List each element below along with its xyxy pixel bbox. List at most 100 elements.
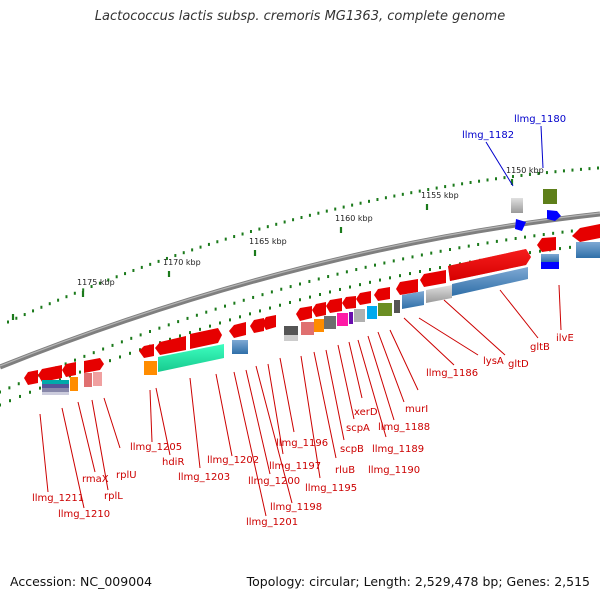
scale-dot [505, 238, 508, 242]
gene-block[interactable] [349, 312, 353, 324]
scale-dot [65, 295, 68, 299]
scale-dot [539, 249, 541, 253]
scale-dot [569, 245, 571, 249]
gene-arrow[interactable] [38, 365, 62, 382]
pointer-rluB [313, 351, 337, 459]
gene-arrow[interactable] [312, 302, 326, 317]
gene-block[interactable] [324, 316, 336, 329]
gene-block[interactable] [354, 309, 365, 322]
gene-arrow[interactable] [155, 336, 186, 355]
gene-label-lysA: lysA [483, 356, 504, 367]
gene-arrow[interactable] [250, 318, 264, 333]
pointer-scpA [337, 344, 355, 420]
scale-dot [7, 320, 9, 324]
gene-block[interactable] [541, 262, 559, 269]
gene-block[interactable] [42, 392, 69, 395]
gene-arrow[interactable] [229, 322, 246, 338]
pointer-llmg-1201 [233, 371, 267, 517]
gene-arrow[interactable] [374, 287, 390, 301]
scale-dot [486, 241, 489, 245]
gene-label-llmg-1200: llmg_1200 [248, 476, 300, 487]
gene-block[interactable] [402, 291, 424, 309]
pointer-scpB [325, 349, 345, 441]
gene-block[interactable] [93, 372, 102, 386]
gene-block[interactable] [84, 373, 92, 387]
gene-block[interactable] [378, 303, 392, 316]
gene-arrow[interactable] [448, 249, 531, 281]
gene-arrow[interactable] [537, 237, 556, 252]
pointer-llmg-1189 [367, 335, 395, 421]
scale-dot [74, 358, 76, 362]
gene-block[interactable] [42, 384, 69, 388]
gene-block[interactable] [232, 340, 248, 354]
scale-dot [439, 266, 441, 270]
scale-dot [444, 185, 447, 189]
gene-label-llmg-1180: llmg_1180 [514, 114, 566, 125]
gene-arrow[interactable] [420, 270, 446, 287]
scale-dot [283, 220, 286, 224]
scale-dot [258, 227, 261, 231]
gene-block[interactable] [42, 388, 69, 392]
scale-dot [17, 382, 20, 386]
scale-dot [528, 172, 531, 176]
scale-dot [430, 251, 433, 255]
gene-llmg-1182-block[interactable] [511, 198, 523, 213]
gene-block[interactable] [576, 242, 600, 258]
scale-dot [419, 270, 421, 274]
scale-dot [435, 186, 438, 190]
gene-arrow[interactable] [62, 362, 76, 377]
scale-dot [132, 268, 135, 272]
gene-arrow[interactable] [190, 328, 222, 349]
gene-blocks [42, 242, 600, 395]
gene-arrow[interactable] [296, 306, 312, 321]
gene-arrow[interactable] [396, 279, 418, 295]
pointer-llmg-1188 [377, 331, 405, 403]
gene-label-rplU: rplU [116, 470, 137, 481]
scale-dot [374, 263, 376, 267]
gene-block[interactable] [70, 377, 78, 391]
scale-dot [92, 351, 95, 355]
gene-block[interactable] [158, 344, 224, 372]
gene-block[interactable] [426, 285, 452, 303]
scale-dot [165, 256, 168, 260]
gene-block[interactable] [42, 380, 69, 384]
gene-arrow[interactable] [24, 370, 38, 385]
scale-dot [411, 255, 414, 259]
gene-block[interactable] [452, 267, 528, 296]
gene-block[interactable] [314, 319, 324, 332]
gene-arrow[interactable] [262, 315, 276, 330]
scale-dot [477, 242, 480, 246]
gene-arrow[interactable] [84, 358, 104, 373]
gene-block[interactable] [284, 335, 298, 341]
gene-block[interactable] [301, 322, 314, 335]
gene-label-llmg-1190: llmg_1190 [368, 465, 420, 476]
gene-arrow[interactable] [342, 296, 356, 309]
scale-dot [317, 277, 320, 281]
scale-dot [83, 354, 86, 358]
pointer-llmg-1195 [300, 355, 321, 479]
gene-arrows-gradient-red [448, 249, 531, 281]
gene-arrow[interactable] [326, 298, 342, 313]
gene-block[interactable] [541, 254, 559, 262]
gene-arrow[interactable] [572, 224, 600, 242]
scale-dot [308, 213, 311, 217]
scale-dot [40, 305, 43, 309]
gene-block[interactable] [367, 306, 377, 319]
scale-dot [410, 191, 413, 195]
genome-backbone [0, 211, 600, 370]
pointer-llmg-1180 [540, 125, 544, 169]
gene-llmg-1182-arrow[interactable] [515, 219, 526, 231]
gene-block[interactable] [144, 361, 157, 375]
gene-llmg-1180-arrow[interactable] [547, 210, 561, 221]
gene-arrow[interactable] [356, 291, 371, 305]
scale-dot [355, 268, 358, 272]
gene-block[interactable] [394, 300, 400, 313]
scale-dot [399, 274, 401, 278]
gene-llmg-1180-block[interactable] [543, 189, 557, 204]
scale-dot [529, 251, 531, 255]
gene-block[interactable] [337, 313, 348, 326]
gene-block[interactable] [284, 326, 298, 335]
gene-label-murI: murI [405, 404, 428, 415]
tick-label-1155: 1155 kbp [421, 191, 459, 200]
gene-arrow[interactable] [139, 344, 154, 358]
